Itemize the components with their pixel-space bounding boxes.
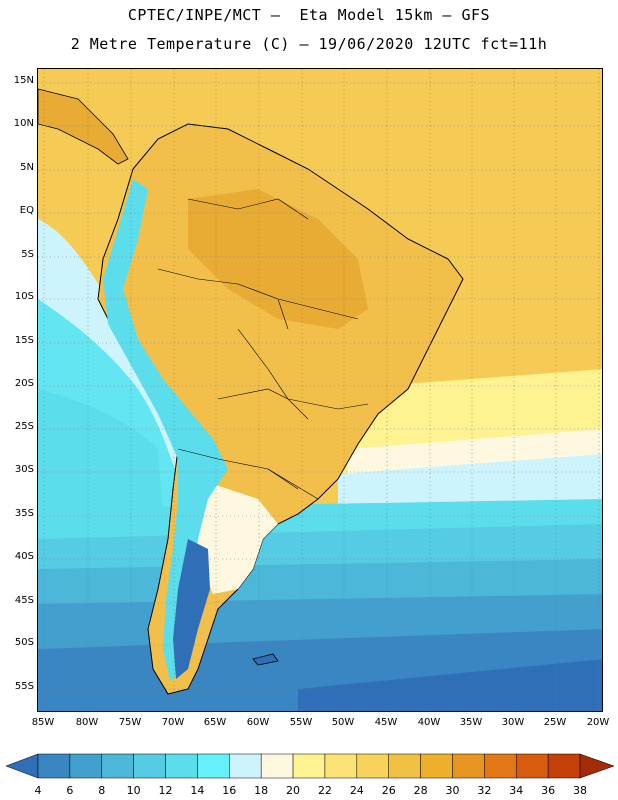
central-america (38, 88, 129, 165)
colorbar-swatch (197, 753, 230, 779)
colorbar-swatch (420, 753, 453, 779)
longitude-label: 75W (118, 717, 142, 728)
longitude-label: 25W (543, 717, 567, 728)
colorbar-swatch (547, 753, 581, 779)
colorbar-swatch (165, 753, 198, 779)
latitude-label: EQ (19, 205, 34, 216)
colorbar-label: 24 (349, 784, 364, 797)
patagonia-cold (173, 539, 210, 679)
pampas-mild (188, 479, 278, 594)
longitude-label: 60W (246, 717, 270, 728)
country-borders (157, 198, 369, 500)
colorbar-swatch (37, 753, 71, 779)
longitude-label: 30W (501, 717, 525, 728)
colorbar-swatch (515, 753, 549, 779)
latitude-label: 20S (14, 378, 34, 389)
map-canvas (38, 69, 602, 711)
longitude-label: 65W (203, 717, 227, 728)
latitude-label: 15S (14, 335, 34, 346)
colorbar-label: 36 (541, 784, 556, 797)
map-title-line2: 2 Metre Temperature (C) – 19/06/2020 12U… (70, 35, 548, 53)
colorbar-swatch (101, 753, 134, 779)
latitude-label: 30S (14, 464, 34, 475)
latitude-label: 10S (14, 291, 34, 302)
longitude-label: 35W (459, 717, 483, 728)
colorbar-label: 6 (66, 784, 74, 797)
colorbar-label: 18 (254, 784, 269, 797)
colorbar-swatch (324, 753, 358, 779)
andes-cold (103, 179, 228, 681)
colorbar-swatch (229, 753, 262, 779)
colorbar-label: 8 (98, 784, 106, 797)
colorbar-label: 4 (34, 784, 42, 797)
colorbar-label: 22 (317, 784, 332, 797)
latitude-label: 5N (20, 162, 34, 173)
colorbar-label: 20 (286, 784, 301, 797)
latitude-label: 25S (14, 421, 34, 432)
colorbar-swatch (133, 753, 166, 779)
colorbar-arrow-low (5, 753, 39, 779)
colorbar-arrow-high (579, 753, 615, 779)
map-title-line1: CPTEC/INPE/MCT – Eta Model 15km – GFS (127, 6, 491, 24)
colorbar-label: 16 (222, 784, 237, 797)
longitude-label: 55W (289, 717, 313, 728)
latitude-label: 45S (14, 595, 34, 606)
amazon-hot-region (188, 189, 368, 329)
longitude-label: 70W (161, 717, 185, 728)
latitude-label: 10N (13, 118, 34, 129)
colorbar-swatch (388, 753, 421, 779)
colorbar-label: 30 (445, 784, 460, 797)
colorbar-label: 12 (158, 784, 173, 797)
colorbar-label: 10 (126, 784, 141, 797)
colorbar-label: 32 (477, 784, 492, 797)
colorbar-swatch (484, 753, 517, 779)
latitude-label: 35S (14, 508, 34, 519)
colorbar-swatch (356, 753, 389, 779)
ocean-band-4 (298, 659, 602, 711)
colorbar-label: 26 (381, 784, 396, 797)
colorbar-swatch (69, 753, 103, 779)
longitude-label: 80W (75, 717, 99, 728)
colorbar-label: 28 (413, 784, 428, 797)
colorbar-label: 34 (509, 784, 524, 797)
longitude-label: 45W (374, 717, 398, 728)
colorbar-label: 38 (573, 784, 587, 797)
colorbar-label: 14 (190, 784, 205, 797)
longitude-label: 40W (417, 717, 441, 728)
latitude-label: 50S (14, 637, 34, 648)
temperature-colorbar (5, 753, 615, 779)
colorbar-swatch (260, 753, 294, 779)
latitude-label: 40S (14, 551, 34, 562)
latitude-label: 5S (21, 249, 34, 260)
temperature-map (37, 68, 603, 712)
latitude-label: 55S (14, 681, 34, 692)
longitude-label: 20W (586, 717, 610, 728)
longitude-label: 50W (331, 717, 355, 728)
colorbar-swatch (292, 753, 326, 779)
lat-lon-grid (38, 69, 602, 711)
longitude-label: 85W (31, 717, 55, 728)
falkland-islands (252, 653, 279, 666)
latitude-label: 15N (13, 75, 34, 86)
colorbar-swatch (452, 753, 485, 779)
